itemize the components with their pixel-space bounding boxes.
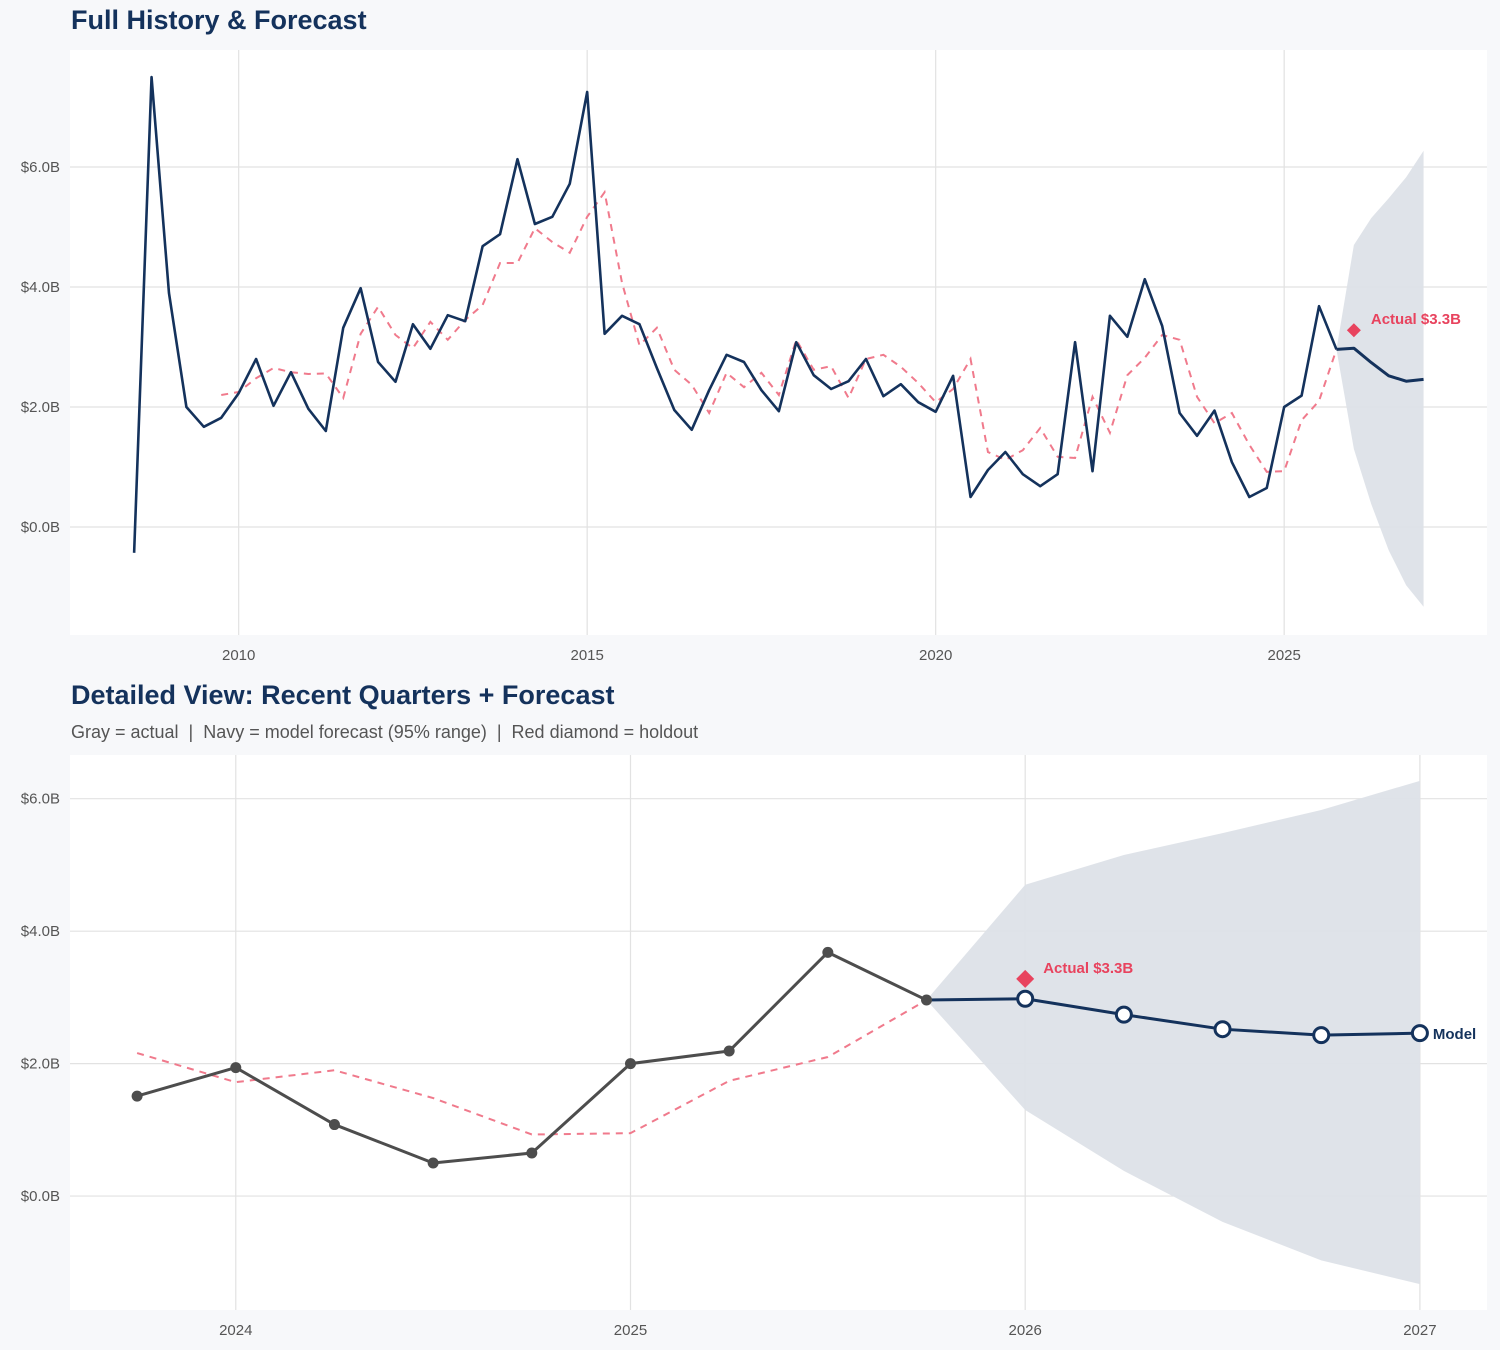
forecast-point xyxy=(1213,1020,1232,1039)
bottom-chart: $0.0B $2.0B $4.0B $6.0B 2024 2025 2026 2027 Mode… xyxy=(21,755,1487,1339)
top-chart: $0.0B $2.0B $4.0B $6.0B 2010 2015 2020 2025 Actu… xyxy=(21,50,1487,664)
forecast-point xyxy=(1410,1024,1429,1043)
forecast-point xyxy=(1114,1005,1133,1024)
x-tick-label: 2025 xyxy=(614,1322,647,1339)
x-tick-label: 2010 xyxy=(222,647,255,664)
y-tick-label: $4.0B xyxy=(21,279,60,296)
y-tick-label: $6.0B xyxy=(21,791,60,808)
y-tick-label: $2.0B xyxy=(21,1056,60,1073)
actual-point xyxy=(328,1119,340,1131)
dashed-series-line xyxy=(136,999,928,1136)
top-chart-title: Full History & Forecast xyxy=(71,5,367,35)
model-label: Model xyxy=(1433,1026,1476,1043)
forecast-series-line xyxy=(926,997,1420,1037)
actual-point xyxy=(723,1045,735,1057)
actual-point xyxy=(526,1147,538,1159)
forecast-point xyxy=(1016,989,1035,1008)
bottom-chart-title: Detailed View: Recent Quarters + Forecas… xyxy=(71,680,615,710)
holdout-diamond xyxy=(1016,969,1035,988)
actual-point xyxy=(624,1058,636,1070)
x-tick-label: 2015 xyxy=(570,647,603,664)
holdout-label: Actual $3.3B xyxy=(1043,960,1133,977)
x-tick-label: 2027 xyxy=(1403,1322,1436,1339)
actual-series-line xyxy=(132,75,1338,553)
holdout-diamond xyxy=(1346,323,1361,338)
forecast-series-line xyxy=(1336,346,1424,383)
actual-point xyxy=(230,1062,242,1074)
actual-point xyxy=(131,1090,143,1102)
y-tick-label: $6.0B xyxy=(21,159,60,176)
bottom-chart-subtitle: Gray = actual | Navy = model forecast (9… xyxy=(71,722,699,742)
actual-point xyxy=(921,994,933,1006)
top-plot-area xyxy=(70,50,1487,635)
x-tick-label: 2026 xyxy=(1009,1322,1042,1339)
y-tick-label: $2.0B xyxy=(21,399,60,416)
actual-point xyxy=(427,1157,439,1169)
y-tick-label: $0.0B xyxy=(21,519,60,536)
x-tick-label: 2024 xyxy=(219,1322,252,1339)
y-tick-label: $4.0B xyxy=(21,923,60,940)
actual-point xyxy=(822,946,834,958)
y-tick-label: $0.0B xyxy=(21,1188,60,1205)
x-tick-label: 2020 xyxy=(919,647,952,664)
forecast-point xyxy=(1312,1026,1331,1045)
forecast-95-band xyxy=(1336,150,1424,607)
forecast-95-band xyxy=(926,780,1420,1285)
x-tick-label: 2025 xyxy=(1267,647,1300,664)
holdout-label: Actual $3.3B xyxy=(1371,311,1461,328)
